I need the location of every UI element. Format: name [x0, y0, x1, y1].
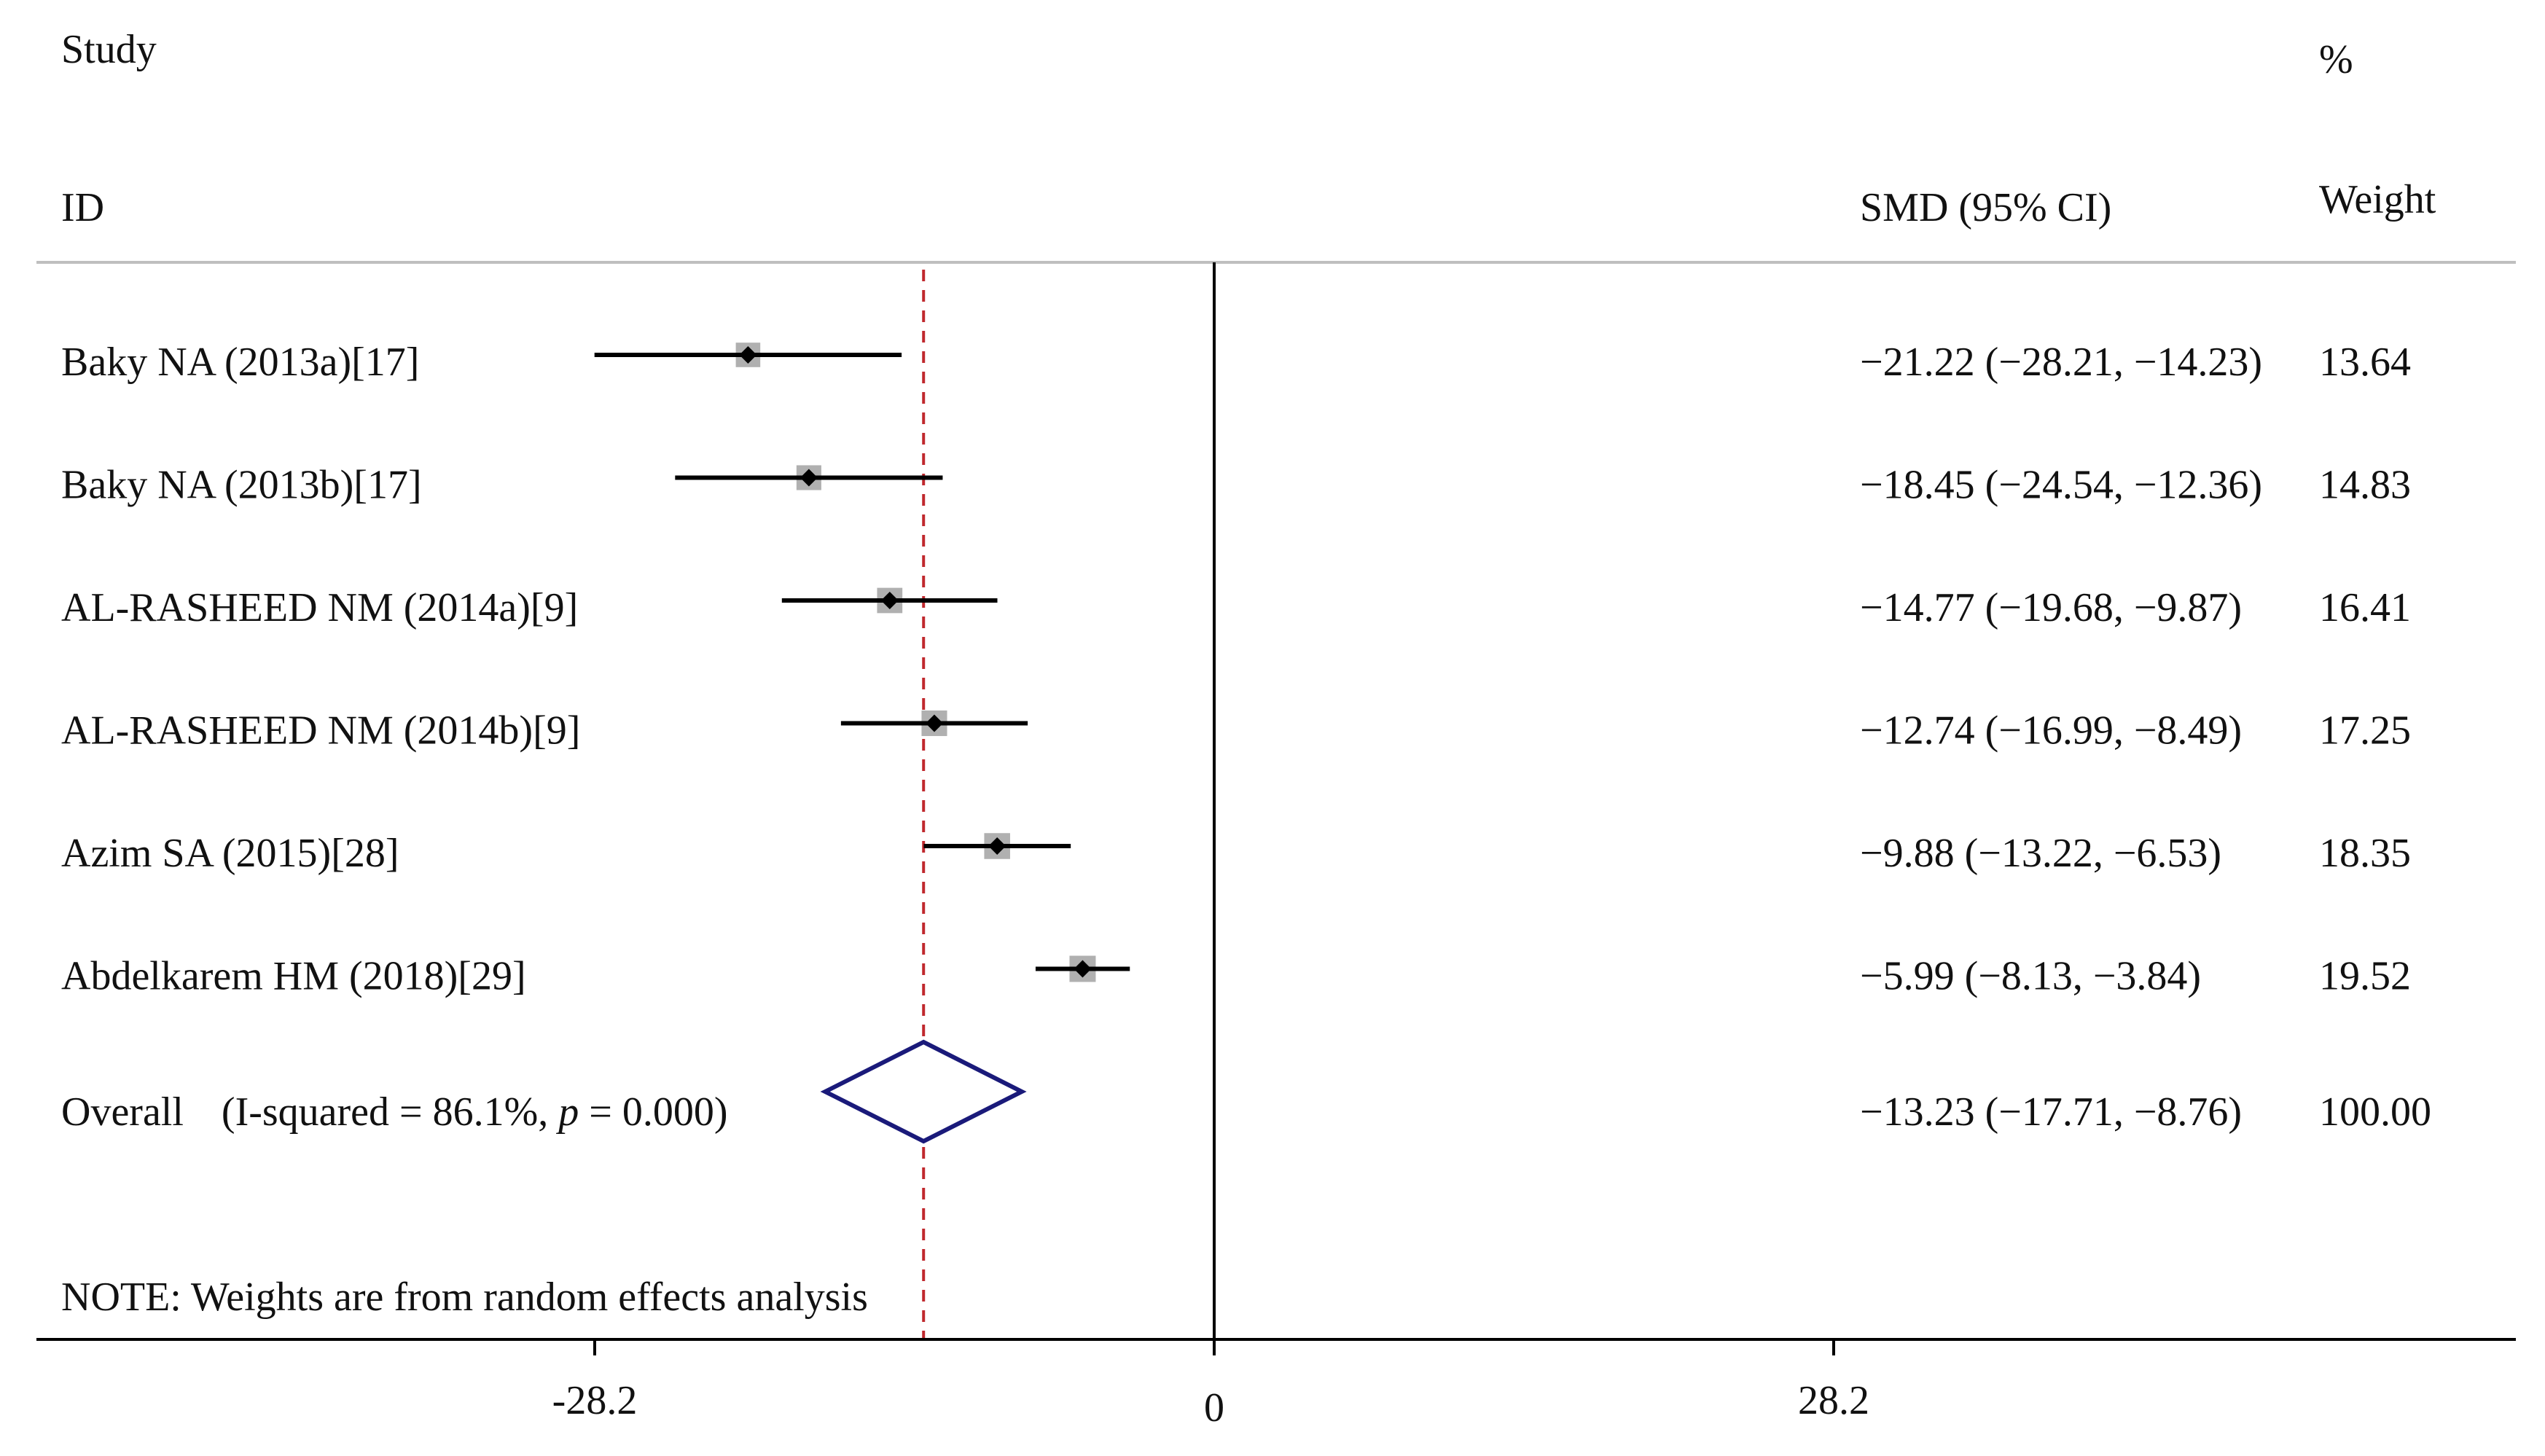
- study-effect-text: −14.77 (−19.68, −9.87): [1860, 585, 2242, 630]
- x-tick-label: -28.2: [552, 1378, 638, 1423]
- point-estimate: [739, 346, 757, 364]
- overall-label: Overall (I-squared = 86.1%, p = 0.000): [61, 1089, 727, 1135]
- study-weight-text: 13.64: [2319, 340, 2411, 385]
- x-tick-label: 28.2: [1798, 1378, 1869, 1423]
- header-weight: Weight: [2319, 177, 2436, 222]
- study-row: Azim SA (2015)[28] −9.88 (−13.22, −6.53) 1…: [61, 831, 2411, 876]
- x-tick-label: 0: [1204, 1385, 1224, 1430]
- point-estimate: [925, 714, 943, 732]
- header-id: ID: [61, 185, 104, 230]
- study-effect-text: −5.99 (−8.13, −3.84): [1860, 954, 2201, 999]
- study-label: Baky NA (2013b)[17]: [61, 463, 422, 508]
- study-rows: Baky NA (2013a)[17] −21.22 (−28.21, −14.2…: [61, 340, 2411, 999]
- study-row: Baky NA (2013b)[17] −18.45 (−24.54, −12.3…: [61, 463, 2411, 508]
- study-row: AL-RASHEED NM (2014a)[9] −14.77 (−19.68, …: [61, 585, 2411, 630]
- study-label: AL-RASHEED NM (2014b)[9]: [61, 708, 580, 754]
- study-weight-text: 17.25: [2319, 708, 2411, 754]
- overall-p-value: = 0.000): [589, 1089, 727, 1135]
- footnote: NOTE: Weights are from random effects an…: [61, 1275, 868, 1320]
- study-weight-text: 16.41: [2319, 585, 2411, 630]
- study-label: Baky NA (2013a)[17]: [61, 340, 419, 385]
- study-label: AL-RASHEED NM (2014a)[9]: [61, 585, 578, 630]
- study-effect-text: −21.22 (−28.21, −14.23): [1860, 340, 2262, 385]
- study-effect-text: −12.74 (−16.99, −8.49): [1860, 708, 2242, 754]
- header-study: Study: [61, 27, 157, 72]
- study-effect-text: −9.88 (−13.22, −6.53): [1860, 831, 2221, 876]
- overall-effect-text: −13.23 (−17.71, −8.76): [1860, 1089, 2242, 1135]
- study-label: Abdelkarem HM (2018)[29]: [61, 954, 526, 999]
- point-estimate: [800, 469, 818, 487]
- study-label: Azim SA (2015)[28]: [61, 831, 399, 876]
- header-effect: SMD (95% CI): [1860, 185, 2111, 230]
- point-estimate: [988, 837, 1006, 855]
- point-estimate: [1074, 960, 1092, 978]
- overall-heterogeneity: (I-squared = 86.1%,: [222, 1089, 558, 1135]
- study-row: Baky NA (2013a)[17] −21.22 (−28.21, −14.2…: [61, 340, 2411, 385]
- header-percent: %: [2319, 37, 2353, 82]
- point-estimate: [880, 592, 899, 609]
- overall-label-text: Overall: [61, 1089, 184, 1135]
- overall-weight-text: 100.00: [2319, 1089, 2431, 1135]
- x-axis-ticks: -28.2 0 28.2: [552, 1339, 1869, 1430]
- overall-diamond: [820, 1039, 1027, 1144]
- study-weight-text: 19.52: [2319, 954, 2411, 999]
- study-weight-text: 14.83: [2319, 463, 2411, 508]
- study-row: Abdelkarem HM (2018)[29] −5.99 (−8.13, −3…: [61, 954, 2411, 999]
- study-row: AL-RASHEED NM (2014b)[9] −12.74 (−16.99, …: [61, 708, 2411, 754]
- study-effect-text: −18.45 (−24.54, −12.36): [1860, 463, 2262, 508]
- overall-p-symbol: p: [555, 1089, 579, 1135]
- study-weight-text: 18.35: [2319, 831, 2411, 876]
